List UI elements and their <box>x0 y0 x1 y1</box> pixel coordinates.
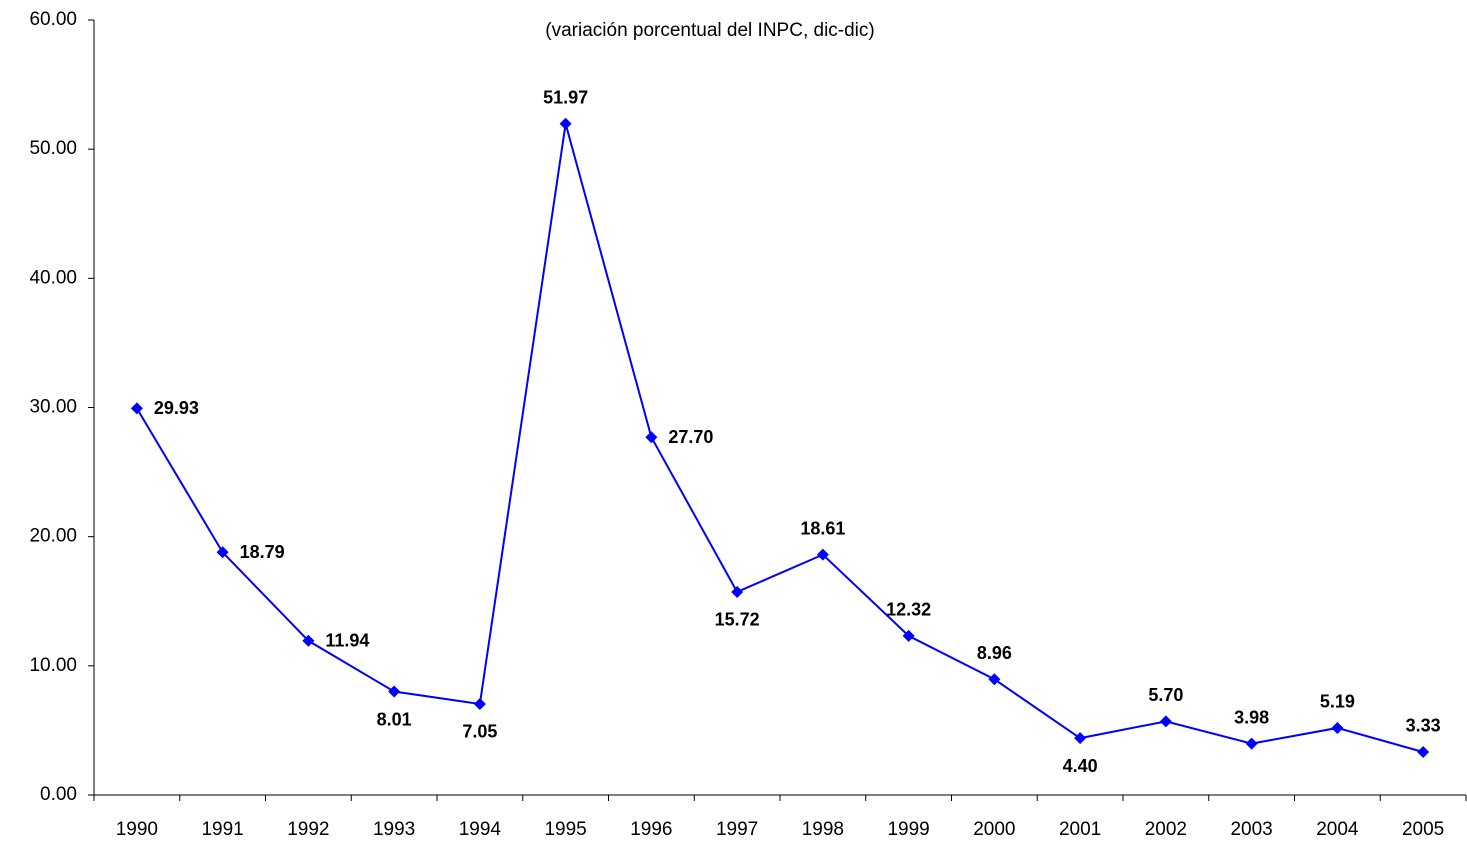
x-tick-label: 2003 <box>1230 819 1272 840</box>
x-tick-label: 2004 <box>1316 819 1359 840</box>
marker <box>130 402 143 415</box>
marker <box>1074 732 1087 745</box>
data-label: 5.19 <box>1320 692 1355 712</box>
x-tick-label: 1999 <box>887 819 929 840</box>
marker <box>988 673 1001 686</box>
data-label: 18.79 <box>240 542 285 562</box>
x-tick-label: 1997 <box>716 819 758 840</box>
x-tick-label: 1992 <box>287 819 329 840</box>
chart-subtitle: (variación porcentual del INPC, dic-dic) <box>545 20 874 41</box>
data-label: 8.01 <box>377 709 412 729</box>
y-tick-label: 60.00 <box>29 9 77 30</box>
x-tick-label: 1994 <box>459 819 502 840</box>
x-tick-label: 1990 <box>116 819 158 840</box>
data-label: 7.05 <box>462 722 497 742</box>
x-tick-label: 1996 <box>630 819 672 840</box>
marker <box>645 431 658 444</box>
y-tick-label: 30.00 <box>29 397 77 418</box>
marker <box>388 685 401 698</box>
y-tick-label: 50.00 <box>29 138 77 159</box>
y-tick-label: 20.00 <box>29 526 77 547</box>
marker <box>731 585 744 598</box>
marker <box>1159 715 1172 728</box>
y-tick-label: 10.00 <box>29 655 77 676</box>
marker <box>559 117 572 130</box>
marker <box>902 629 915 642</box>
data-label: 12.32 <box>886 600 931 620</box>
data-label: 11.94 <box>325 631 369 651</box>
data-label: 51.97 <box>543 87 588 107</box>
marker <box>473 697 486 710</box>
data-label: 15.72 <box>715 610 760 630</box>
x-tick-label: 2001 <box>1059 819 1101 840</box>
data-label: 4.40 <box>1063 756 1098 776</box>
marker <box>216 546 229 559</box>
data-label: 18.61 <box>800 518 845 538</box>
marker <box>1331 721 1344 734</box>
x-tick-label: 2005 <box>1402 819 1444 840</box>
marker <box>1417 745 1430 758</box>
x-tick-label: 1998 <box>802 819 844 840</box>
data-label: 5.70 <box>1148 685 1183 705</box>
x-tick-label: 1991 <box>201 819 243 840</box>
marker <box>302 634 315 647</box>
data-label: 29.93 <box>154 398 199 418</box>
series-line <box>136 123 1424 753</box>
marker <box>1245 737 1258 750</box>
x-tick-label: 2002 <box>1145 819 1187 840</box>
y-tick-label: 40.00 <box>29 267 77 288</box>
data-label: 8.96 <box>977 643 1012 663</box>
y-tick-label: 0.00 <box>40 784 77 805</box>
data-label: 3.33 <box>1406 716 1441 736</box>
marker <box>816 548 829 561</box>
x-tick-label: 2000 <box>973 819 1015 840</box>
data-label: 3.98 <box>1234 707 1269 727</box>
data-label: 27.70 <box>668 427 713 447</box>
x-tick-label: 1995 <box>544 819 586 840</box>
x-tick-label: 1993 <box>373 819 415 840</box>
